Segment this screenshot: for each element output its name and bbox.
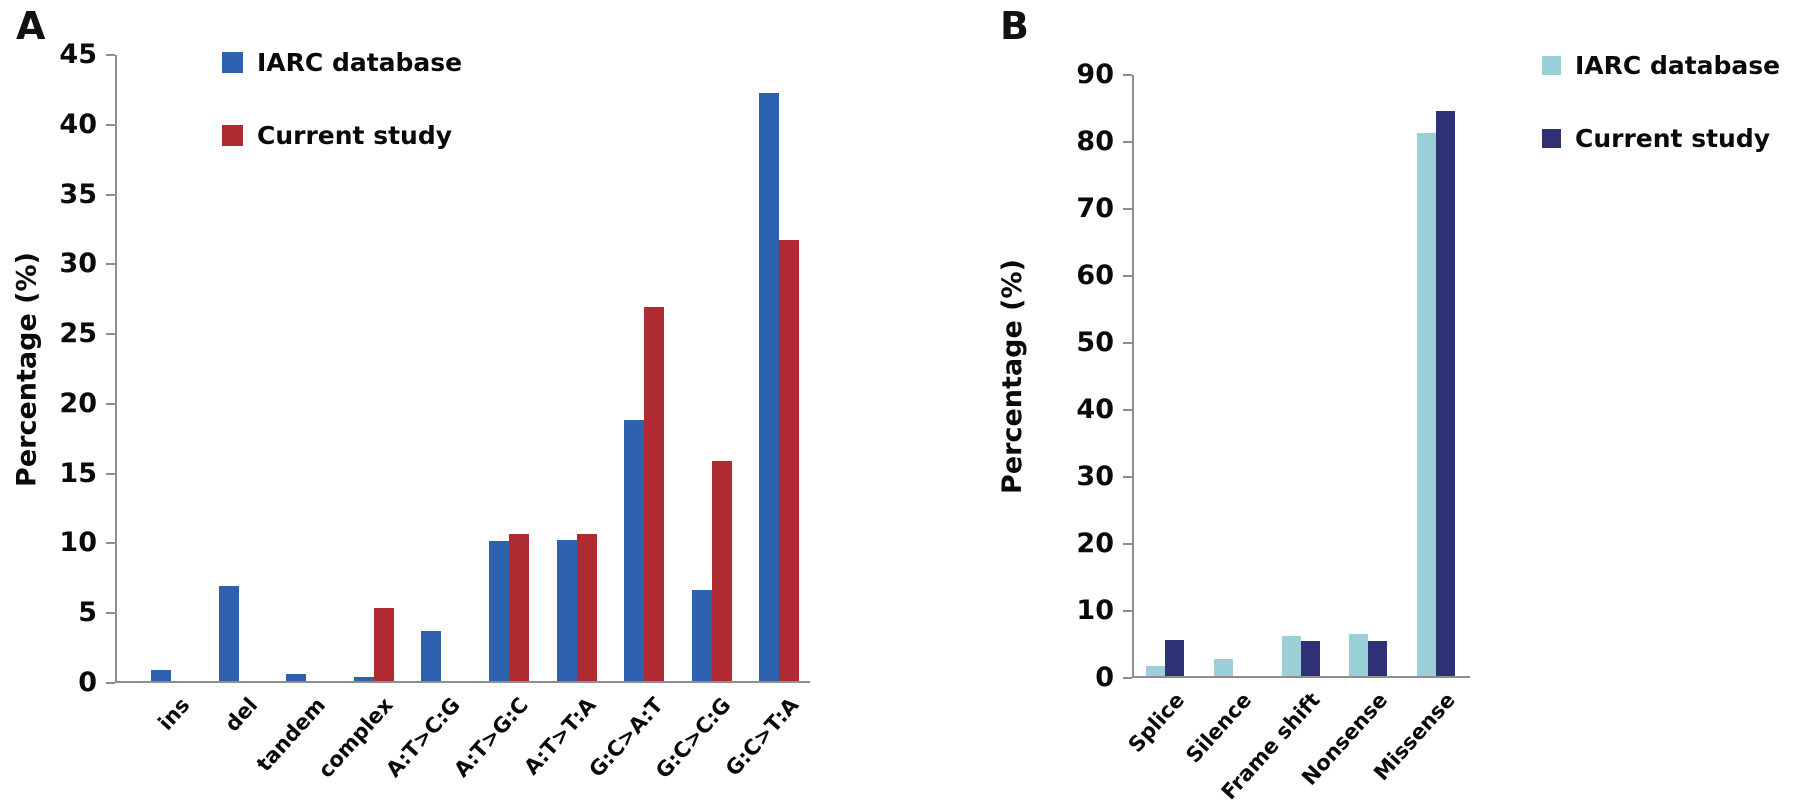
panel-a-legend-swatch-current (222, 125, 243, 146)
panel-a-y-tick-mark (106, 193, 115, 196)
panel-a-x-axis-line (115, 681, 810, 683)
panel-b-y-tick-mark (1123, 409, 1132, 411)
panel-b-y-tick-mark (1123, 677, 1132, 679)
panel-a-x-tick-label: ins (153, 693, 195, 735)
panel-a-y-tick-mark (106, 263, 115, 266)
panel-b-label: B (1000, 4, 1029, 48)
panel-b-legend-swatch-current (1542, 129, 1561, 148)
panel-b-y-tick-label: 40 (1076, 394, 1114, 425)
panel-a-y-tick-label: 15 (59, 457, 97, 489)
panel-a-y-tick-label: 20 (59, 387, 97, 419)
panel-b-bar-current (1165, 640, 1184, 676)
panel-a-y-axis-title: Percentage (%) (11, 252, 43, 487)
panel-a-y-tick-mark (106, 682, 115, 684)
panel-b-y-axis-line (1132, 75, 1134, 678)
panel-b-legend-label: Current study (1575, 124, 1771, 153)
panel-a-bar-current (644, 307, 665, 681)
panel-a-y-tick-mark (106, 612, 115, 615)
panel-a-bar-iarc (759, 93, 780, 681)
panel-b-y-tick-label: 50 (1076, 327, 1114, 358)
panel-a-y-axis-line (115, 55, 117, 683)
panel-b-y-tick-label: 30 (1076, 461, 1114, 492)
panel-b-y-tick-mark (1123, 275, 1132, 277)
panel-a-bar-current (711, 461, 732, 681)
panel-a-label: A (16, 4, 46, 48)
panel-b-bar-iarc (1349, 634, 1369, 676)
panel-a-legend-swatch-iarc (222, 52, 243, 73)
panel-b-y-tick-label: 0 (1095, 662, 1114, 693)
panel-b-bar-iarc (1213, 659, 1233, 676)
panel-b-y-tick-mark (1123, 342, 1132, 344)
panel-a-y-tick-label: 5 (78, 597, 97, 629)
panel-a-y-tick-label: 10 (59, 527, 97, 559)
panel-a-plot-area: 0 5 10 15 20 25 30 35 40 45 ins del tandem complex A:T… (59, 40, 810, 783)
panel-a-bar-iarc (489, 541, 509, 681)
panel-b-legend-item: Current study (1542, 124, 1770, 153)
panel-b-y-tick-label: 90 (1076, 59, 1114, 90)
panel-b-y-tick-mark (1123, 476, 1132, 478)
panel-b-y-tick-label: 20 (1076, 528, 1114, 559)
panel-b-legend-swatch-iarc (1542, 56, 1561, 75)
panel-a-y-tick-mark (106, 333, 115, 336)
panel-b-legend-label: IARC database (1575, 51, 1781, 80)
panel-b-y-tick-mark (1123, 74, 1132, 76)
panel-b-x-axis-line (1132, 676, 1470, 678)
panel-b-y-tick-mark (1123, 610, 1132, 612)
panel-a-bar-iarc (691, 590, 712, 681)
panel-b-bar-iarc (1417, 133, 1437, 676)
panel-b-y-tick-label: 10 (1076, 595, 1114, 626)
panel-a-bar-iarc (624, 420, 645, 681)
panel-a-legend-label: IARC database (257, 48, 463, 77)
panel-b-y-tick-label: 80 (1076, 126, 1114, 157)
panel-b-bar-current (1368, 641, 1388, 676)
panel-b-y-tick-mark (1123, 543, 1132, 545)
panel-a-bar-current (779, 240, 800, 681)
panel-a-bar-iarc (353, 677, 374, 681)
panel-a-bar-iarc (421, 631, 442, 681)
panel-a-x-tick-label: del (220, 693, 263, 737)
panel-a-bar-iarc (556, 540, 577, 681)
panel-a-y-tick-mark (106, 54, 115, 56)
panel-b-plot-area: 0 10 20 30 40 50 60 70 80 90 Splice Silence Frame sh… (1076, 60, 1470, 803)
panel-a-y-tick-label: 45 (59, 39, 97, 70)
panel-b-y-tick-label: 70 (1076, 193, 1114, 224)
panel-a-legend-label: Current study (257, 121, 453, 150)
panel-a-bar-current (373, 608, 394, 681)
panel-a-y-tick-label: 0 (78, 667, 97, 698)
panel-a-bar-iarc (286, 674, 307, 681)
panel-a-bar-current (576, 534, 597, 681)
panel-b-y-axis-title: Percentage (%) (997, 259, 1028, 494)
panel-a-y-tick-label: 40 (59, 108, 97, 140)
panel-a-y-tick-mark (106, 472, 115, 475)
panel-a-y-tick-mark (106, 542, 115, 545)
panel-b-y-tick-label: 60 (1076, 260, 1114, 291)
panel-b-bar-iarc (1146, 666, 1165, 676)
panel-b-y-tick-mark (1123, 208, 1132, 210)
panel-a-y-tick-label: 25 (59, 318, 97, 350)
panel-a-bar-iarc (218, 586, 239, 681)
panel-b-y-tick-mark (1123, 141, 1132, 143)
panel-a-y-tick-mark (106, 402, 115, 405)
panel-a-legend-item: IARC database (222, 48, 462, 77)
panel-b-x-tick-label: Splice (1123, 688, 1189, 758)
panel-a-legend-item: Current study (222, 121, 452, 150)
panel-a-y-tick-label: 30 (59, 248, 97, 280)
panel-b-bar-current (1300, 641, 1320, 676)
panel-b-legend-item: IARC database (1542, 51, 1780, 80)
panel-b-bar-current (1436, 111, 1456, 676)
panel-a-bar-iarc (151, 670, 171, 681)
panel-b-bar-iarc (1281, 636, 1301, 676)
panel-a-y-tick-mark (106, 123, 115, 126)
panel-a-bar-current (509, 534, 529, 681)
panel-a-y-tick-label: 35 (59, 178, 97, 210)
